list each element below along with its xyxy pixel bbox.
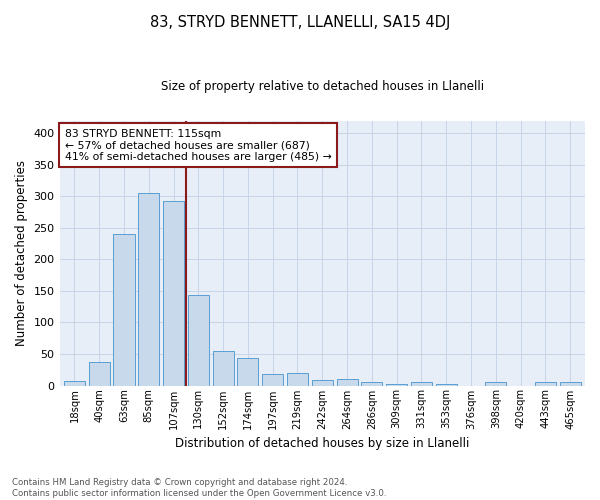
X-axis label: Distribution of detached houses by size in Llanelli: Distribution of detached houses by size … bbox=[175, 437, 469, 450]
Bar bbox=[436, 384, 457, 386]
Text: 83, STRYD BENNETT, LLANELLI, SA15 4DJ: 83, STRYD BENNETT, LLANELLI, SA15 4DJ bbox=[150, 15, 450, 30]
Bar bbox=[212, 352, 233, 386]
Text: 83 STRYD BENNETT: 115sqm
← 57% of detached houses are smaller (687)
41% of semi-: 83 STRYD BENNETT: 115sqm ← 57% of detach… bbox=[65, 128, 332, 162]
Y-axis label: Number of detached properties: Number of detached properties bbox=[15, 160, 28, 346]
Bar bbox=[386, 384, 407, 386]
Bar bbox=[262, 374, 283, 386]
Bar bbox=[238, 358, 259, 386]
Bar bbox=[361, 382, 382, 386]
Bar bbox=[560, 382, 581, 386]
Bar bbox=[312, 380, 333, 386]
Bar bbox=[113, 234, 134, 386]
Bar bbox=[89, 362, 110, 386]
Text: Contains HM Land Registry data © Crown copyright and database right 2024.
Contai: Contains HM Land Registry data © Crown c… bbox=[12, 478, 386, 498]
Title: Size of property relative to detached houses in Llanelli: Size of property relative to detached ho… bbox=[161, 80, 484, 93]
Bar bbox=[535, 382, 556, 386]
Bar bbox=[138, 193, 160, 386]
Bar bbox=[64, 381, 85, 386]
Bar bbox=[411, 382, 432, 386]
Bar bbox=[188, 294, 209, 386]
Bar bbox=[287, 373, 308, 386]
Bar bbox=[485, 382, 506, 386]
Bar bbox=[337, 378, 358, 386]
Bar bbox=[163, 202, 184, 386]
